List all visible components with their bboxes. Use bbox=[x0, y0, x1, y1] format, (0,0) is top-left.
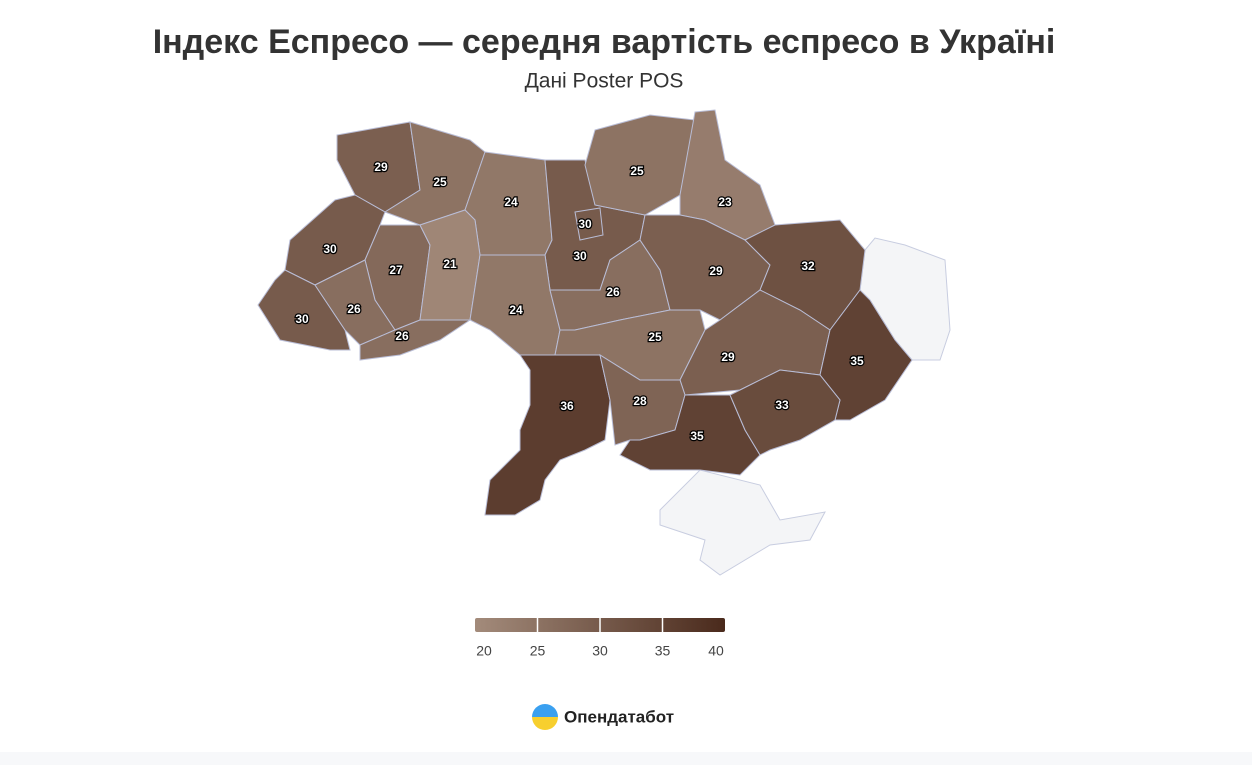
region-value-label: 33 bbox=[775, 398, 789, 412]
region-value-label: 25 bbox=[648, 330, 662, 344]
region bbox=[574, 207, 604, 241]
region-value-label: 30 bbox=[573, 249, 587, 263]
legend-tick-label: 35 bbox=[655, 643, 671, 659]
region-value-label: 21 bbox=[443, 257, 457, 271]
legend-tick-label: 30 bbox=[592, 643, 608, 659]
no-data-region bbox=[659, 469, 826, 576]
region-value-label: 28 bbox=[633, 394, 647, 408]
region bbox=[359, 319, 472, 361]
color-legend: 20 25 30 35 40 bbox=[475, 618, 725, 659]
region-value-label: 24 bbox=[509, 303, 523, 317]
subtitle: Дані Poster POS bbox=[525, 70, 684, 93]
region-value-label: 30 bbox=[578, 217, 592, 231]
brand-name: Опендатабот bbox=[564, 707, 674, 726]
region-value-label: 32 bbox=[801, 259, 815, 273]
title: Індекс Еспресо — середня вартість еспрес… bbox=[153, 23, 1056, 61]
region bbox=[619, 394, 761, 476]
brand-logo bbox=[532, 704, 558, 730]
legend-tick-label: 25 bbox=[530, 643, 546, 659]
region-value-label: 36 bbox=[560, 399, 574, 413]
region-value-label: 30 bbox=[323, 242, 337, 256]
region-value-label: 35 bbox=[690, 429, 704, 443]
legend-tick-label: 20 bbox=[476, 643, 492, 659]
region bbox=[584, 114, 696, 216]
legend-tick-label: 40 bbox=[708, 643, 724, 659]
region-value-label: 29 bbox=[709, 264, 723, 278]
region-value-label: 30 bbox=[295, 312, 309, 326]
region-value-label: 24 bbox=[504, 195, 518, 209]
region-value-label: 26 bbox=[347, 302, 361, 316]
footer-bar bbox=[0, 752, 1252, 765]
region-value-label: 26 bbox=[606, 285, 620, 299]
region bbox=[729, 369, 841, 456]
region-value-label: 29 bbox=[721, 350, 735, 364]
region-value-label: 29 bbox=[374, 160, 388, 174]
region-value-label: 25 bbox=[630, 164, 644, 178]
region-value-label: 27 bbox=[389, 263, 403, 277]
region-value-label: 35 bbox=[850, 354, 864, 368]
region bbox=[484, 354, 611, 516]
region-value-label: 23 bbox=[718, 195, 732, 209]
region-value-label: 25 bbox=[433, 175, 447, 189]
region-value-label: 26 bbox=[395, 329, 409, 343]
map: 29 25 24 30 25 23 30 27 21 24 26 29 32 30 26 26 25 29 35 36… bbox=[257, 109, 913, 516]
